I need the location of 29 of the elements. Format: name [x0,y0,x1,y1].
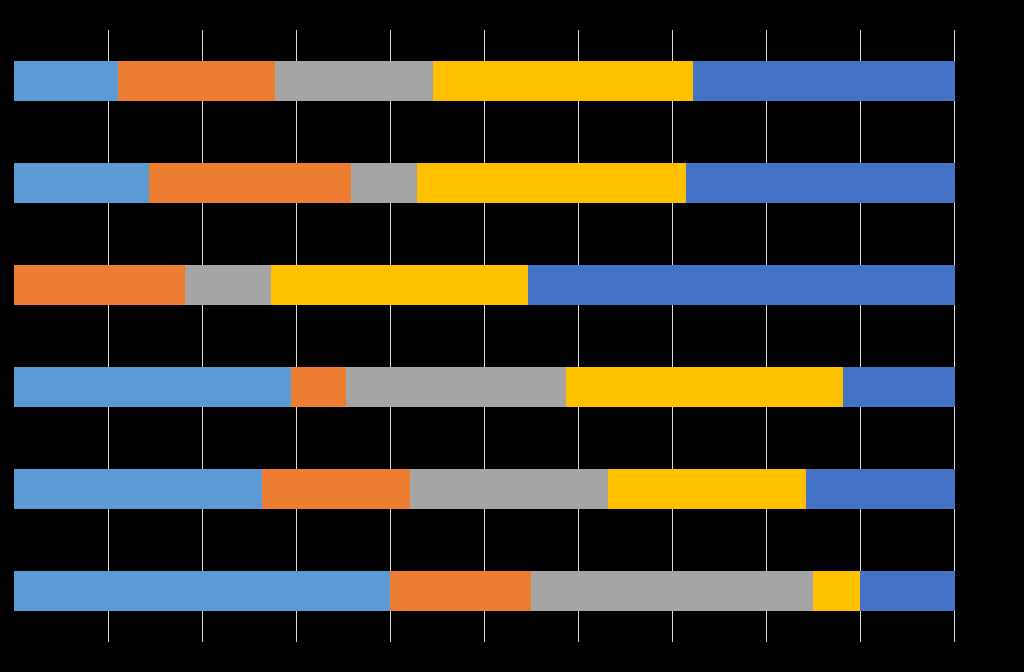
bar [118,60,276,102]
bar [566,366,843,408]
bar [409,468,609,510]
bar [860,570,955,612]
bar [14,264,186,306]
bar [14,162,150,204]
bar [14,366,291,408]
bar [290,366,346,408]
bar [14,570,391,612]
bar [805,468,955,510]
bar [842,366,955,408]
bar [417,162,686,204]
bar [685,162,955,204]
bar [270,264,528,306]
bar [14,468,263,510]
bar [432,60,694,102]
bar [149,162,351,204]
bar [693,60,955,102]
bar [185,264,271,306]
bar [813,570,861,612]
bar [527,264,955,306]
bar [14,60,119,102]
bar [350,162,418,204]
bar [262,468,410,510]
bar [608,468,806,510]
bar [275,60,433,102]
bar [346,366,567,408]
bar [390,570,532,612]
bar [531,570,814,612]
